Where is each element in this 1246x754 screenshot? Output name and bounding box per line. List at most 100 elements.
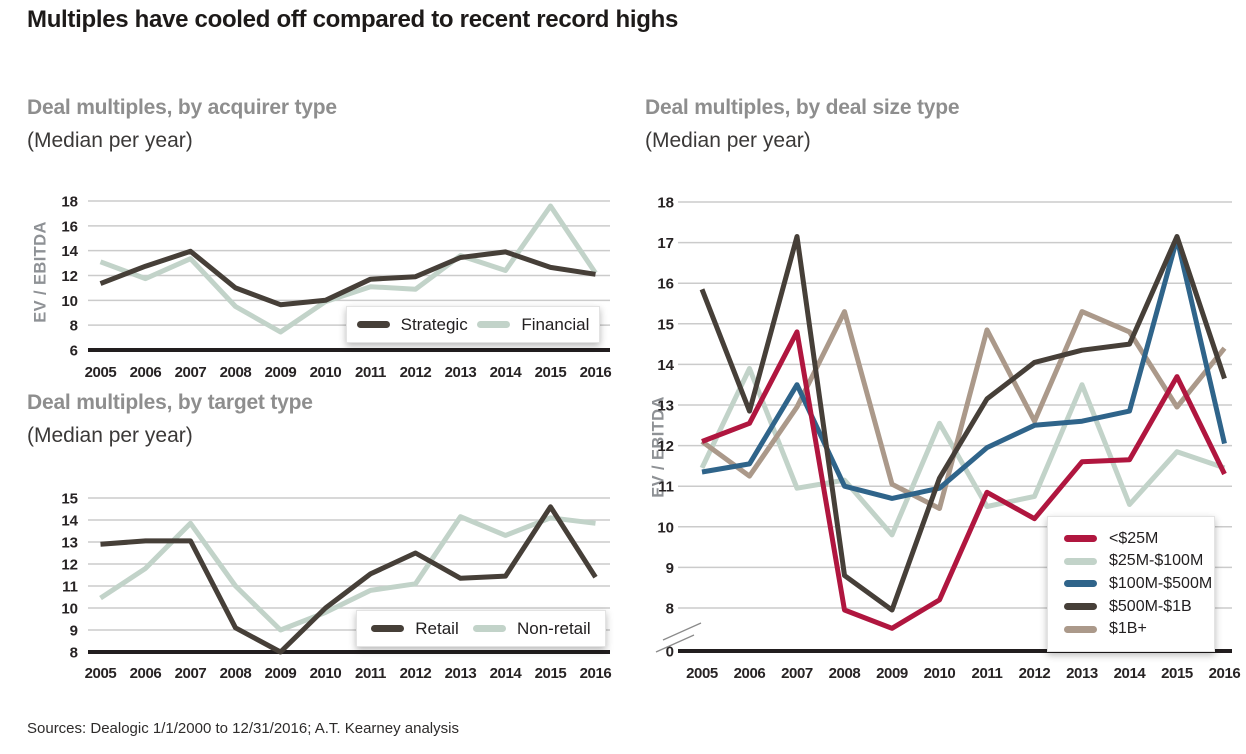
legend-label: $100M-$500M [1109, 574, 1213, 592]
axis-break-mark [655, 634, 695, 653]
y-tick-label: 14 [657, 357, 674, 374]
x-tick-label: 2006 [734, 665, 766, 682]
x-tick-label: 2014 [1114, 665, 1147, 682]
chart-subtitle-dealsize: (Median per year) [645, 129, 811, 152]
chart-dealsize: 18 17 16 15 14 13 12 11 10 9 8 0 2005 2006 2007 2008 200… [655, 195, 1241, 682]
series-line-retail [100, 504, 598, 655]
legend-target: Retail Non-retail [356, 610, 606, 647]
chart-title-target: Deal multiples, by target type [27, 391, 313, 414]
y-tick-label: 12 [61, 268, 78, 285]
legend-item-financial: Financial [477, 315, 589, 335]
legend-label: $1B+ [1109, 620, 1147, 638]
x-tick-label: 2016 [1209, 665, 1241, 682]
legend-label: $500M-$1B [1109, 597, 1192, 615]
y-tick-label: 12 [61, 557, 78, 574]
series-line-strategic [99, 248, 596, 308]
x-tick-label: 2012 [400, 665, 432, 682]
y-tick-label: 15 [657, 316, 674, 333]
legend-dealsize: <$25M $25M-$100M $100M-$500M $500M-$1B $1B+ [1047, 516, 1215, 652]
y-tick-label-zero: 0 [666, 644, 674, 661]
x-tick-label: 2012 [1019, 665, 1051, 682]
x-tick-label: 2012 [400, 364, 432, 381]
chart-target: 15 14 13 12 11 10 9 8 2005 2006 2007 2008 2009 2010 20… [61, 491, 612, 683]
legend-acquirer: Strategic Financial [346, 306, 600, 343]
legend-label: Retail [415, 618, 459, 638]
x-tick-label: 2010 [310, 665, 342, 682]
x-tick-label: 2014 [490, 665, 523, 682]
chart-section-acquirer: Deal multiples, by acquirer type (Median… [27, 96, 337, 153]
series-line-1b [700, 309, 1227, 511]
x-tick-label: 2008 [220, 364, 252, 381]
x-tick-label: 2005 [85, 665, 117, 682]
legend-label: Strategic [400, 314, 468, 334]
legend-item-100m-500m: $100M-$500M [1064, 575, 1212, 593]
y-tick-label: 6 [70, 343, 78, 360]
x-tick-label: 2006 [130, 364, 162, 381]
legend-item-25m-100m: $25M-$100M [1064, 552, 1203, 570]
x-tick-label: 2016 [580, 665, 612, 682]
legend-label: Financial [521, 314, 590, 334]
y-tick-label: 8 [70, 645, 78, 662]
chart-title-acquirer: Deal multiples, by acquirer type [27, 96, 337, 119]
series-line-financial [99, 203, 598, 335]
series-line-25m-100m [699, 366, 1226, 538]
x-tick-label: 2009 [876, 665, 908, 682]
y-tick-label: 14 [61, 513, 78, 530]
chart-subtitle-acquirer: (Median per year) [27, 129, 193, 152]
axis-break-mark [662, 622, 702, 641]
y-tick-label: 16 [61, 218, 78, 235]
y-tick-label: 8 [70, 318, 78, 335]
legend-label: Non-retail [517, 618, 591, 638]
legend-item-strategic: Strategic [356, 314, 468, 335]
y-tick-label: 18 [657, 195, 674, 212]
y-tick-label: 11 [62, 579, 78, 596]
x-tick-label: 2009 [265, 665, 297, 682]
legend-item-500m-1b: $500M-$1B [1064, 598, 1192, 616]
page-title: Multiples have cooled off compared to re… [27, 6, 679, 33]
source-note: Sources: Dealogic 1/1/2000 to 12/31/2016… [27, 720, 459, 737]
y-tick-label: 12 [657, 438, 674, 455]
x-tick-label: 2014 [490, 364, 523, 381]
legend-item-non-retail: Non-retail [473, 619, 591, 639]
x-tick-label: 2010 [924, 665, 956, 682]
y-tick-label: 13 [657, 398, 674, 415]
series-line-100m-500m [701, 236, 1227, 501]
legend-swatch-financial [477, 321, 511, 328]
y-tick-label: 13 [61, 535, 78, 552]
legend-item-1b: $1B+ [1064, 620, 1147, 638]
x-tick-label: 2007 [175, 364, 207, 381]
x-tick-label: 2015 [1161, 665, 1193, 682]
legend-swatch-25m [1064, 535, 1097, 543]
x-tick-label: 2008 [829, 665, 861, 682]
chart-acquirer: 18 16 14 12 10 8 6 2005 2006 2007 2008 2009 2010 2011… [61, 194, 612, 382]
y-tick-label: 9 [666, 560, 674, 577]
chart-title-dealsize: Deal multiples, by deal size type [645, 96, 960, 119]
legend-swatch-500m-1b [1064, 603, 1097, 611]
y-tick-label: 17 [657, 235, 674, 252]
legend-swatch-non-retail [473, 625, 506, 632]
y-tick-label: 16 [657, 276, 674, 293]
x-tick-label: 2016 [580, 364, 612, 381]
x-tick-label: 2015 [535, 364, 567, 381]
legend-item-retail: Retail [371, 618, 459, 639]
legend-label: $25M-$100M [1109, 552, 1204, 570]
y-tick-label: 18 [61, 194, 78, 211]
x-tick-label: 2006 [130, 665, 162, 682]
legend-swatch-25m-100m [1064, 557, 1097, 565]
x-tick-label: 2013 [445, 364, 477, 381]
legend-swatch-strategic [356, 321, 390, 328]
x-tick-label: 2015 [535, 665, 567, 682]
y-tick-label: 9 [70, 623, 78, 640]
legend-swatch-retail [371, 625, 405, 632]
x-tick-label: 2011 [972, 665, 1003, 682]
chart-section-dealsize: Deal multiples, by deal size type (Media… [645, 96, 960, 153]
x-tick-label: 2013 [1066, 665, 1098, 682]
x-tick-label: 2009 [265, 364, 297, 381]
x-tick-label: 2010 [310, 364, 342, 381]
x-tick-label: 2007 [175, 665, 207, 682]
series-line-non-retail [99, 514, 596, 633]
y-tick-label: 15 [61, 491, 78, 508]
y-tick-label: 10 [657, 519, 674, 536]
